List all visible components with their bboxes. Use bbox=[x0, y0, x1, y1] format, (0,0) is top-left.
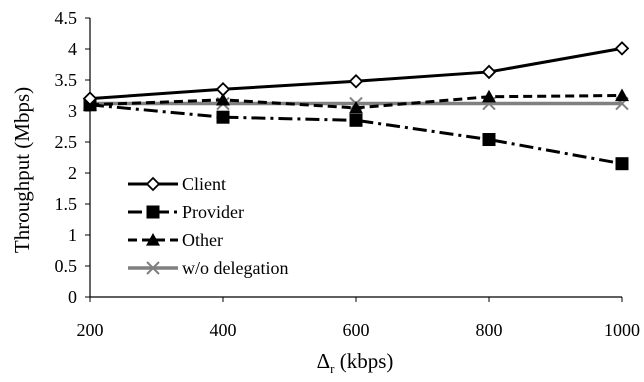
y-tick-label: 0.5 bbox=[55, 256, 78, 276]
legend-label-client: Client bbox=[182, 174, 226, 194]
legend-label-w-o-delegation: w/o delegation bbox=[182, 258, 288, 278]
y-tick-label: 3 bbox=[68, 101, 77, 121]
series-line-client bbox=[89, 46, 623, 101]
y-axis-title: Throughput (Mbps) bbox=[10, 87, 34, 253]
y-tick-label: 3.5 bbox=[55, 70, 78, 90]
y-tick-label: 4 bbox=[68, 39, 77, 59]
x-axis-title-delta: Δ bbox=[317, 349, 331, 373]
y-tick-label: 1 bbox=[68, 225, 77, 245]
x-axis-title-subscript: r bbox=[330, 361, 335, 376]
legend-label-provider: Provider bbox=[182, 202, 244, 222]
point-client bbox=[348, 73, 364, 89]
x-tick-label: 600 bbox=[343, 320, 370, 340]
legend-marker-other bbox=[146, 233, 160, 246]
x-tick-label: 200 bbox=[77, 320, 104, 340]
legend-marker-provider bbox=[146, 205, 160, 219]
series-client bbox=[82, 41, 630, 106]
legend-marker-client bbox=[145, 176, 161, 192]
series-line-provider bbox=[89, 103, 623, 166]
point-provider bbox=[349, 113, 363, 127]
point-other bbox=[615, 88, 629, 102]
point-client bbox=[481, 64, 497, 80]
axes: 0 0.5 1 1.5 2 2.5 3 3.5 4 4.5 200 400 600 800 1000 bbox=[55, 8, 641, 340]
legend-marker-w-o-delegation bbox=[146, 261, 160, 275]
point-provider bbox=[482, 133, 496, 147]
point-client bbox=[82, 91, 98, 106]
y-tick-label: 4.5 bbox=[55, 8, 78, 28]
point-other bbox=[349, 100, 363, 114]
legend-item-client: Client bbox=[128, 174, 226, 194]
point-client bbox=[215, 82, 231, 97]
point-provider bbox=[615, 157, 629, 171]
x-axis-title: Δr (kbps) bbox=[317, 349, 394, 376]
y-tick-label: 1.5 bbox=[55, 194, 78, 214]
x-axis-title-unit: (kbps) bbox=[334, 349, 393, 373]
y-tick-label: 2 bbox=[68, 163, 77, 183]
point-client bbox=[614, 41, 630, 56]
series-layer bbox=[82, 41, 630, 171]
legend-label-other: Other bbox=[182, 230, 223, 250]
legend-item-provider: Provider bbox=[128, 202, 244, 222]
y-tick-label: 2.5 bbox=[55, 132, 78, 152]
x-tick-label: 1000 bbox=[604, 320, 640, 340]
x-tick-label: 400 bbox=[210, 320, 237, 340]
legend-item-other: Other bbox=[128, 230, 223, 250]
point-other bbox=[216, 92, 230, 106]
x-marker-stroke bbox=[146, 261, 160, 275]
y-tick-label: 0 bbox=[68, 287, 77, 307]
legend-item-w-o-delegation: w/o delegation bbox=[128, 258, 288, 278]
point-other bbox=[482, 89, 496, 103]
x-tick-label: 800 bbox=[476, 320, 503, 340]
legend: Client Provider Other w/o delegation bbox=[128, 174, 288, 278]
point-provider bbox=[216, 110, 230, 124]
